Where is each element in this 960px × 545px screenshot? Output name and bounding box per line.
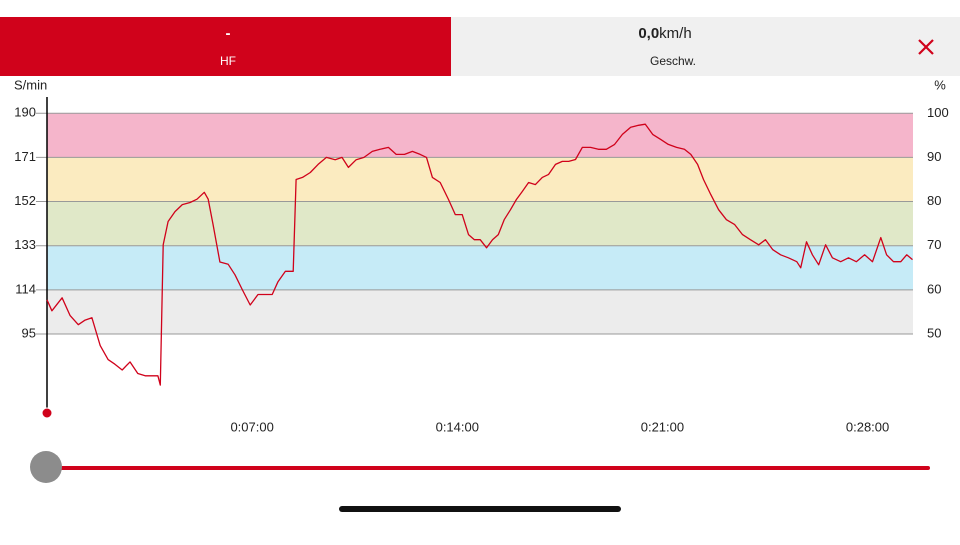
x-tick-label: 0:21:00 (641, 419, 684, 434)
y-axis-label: S/min (14, 77, 47, 92)
hr-line (46, 123, 913, 386)
speed-unit: km/h (659, 25, 692, 42)
speed-tab[interactable] (451, 17, 960, 76)
zone (47, 157, 913, 202)
y2-tick-label: 70 (927, 237, 941, 252)
y2-tick-label: 100 (927, 105, 949, 120)
y-tick-label: 114 (15, 281, 36, 296)
y-tick-label: 190 (14, 105, 36, 120)
speed-label: Geschw. (650, 54, 696, 68)
close-button[interactable] (918, 39, 934, 55)
x-tick-label: 0:28:00 (846, 419, 889, 434)
zone (47, 201, 913, 246)
x-tick-label: 0:07:00 (230, 419, 273, 434)
y2-tick-label: 60 (927, 281, 941, 296)
y2-axis-label: % (934, 77, 946, 92)
zone (47, 289, 913, 334)
x-tick-label: 0:14:00 (436, 419, 479, 434)
y-tick-label: 133 (14, 237, 36, 252)
y2-tick-label: 80 (927, 193, 941, 208)
y2-tick-label: 90 (927, 149, 941, 164)
cursor-dot (41, 407, 53, 419)
y-tick-label: 152 (14, 193, 36, 208)
slider-knob[interactable] (30, 451, 62, 483)
y-tick-label: 95 (22, 325, 36, 340)
speed-value: 0,0 (638, 25, 659, 42)
hr-tab[interactable] (0, 17, 451, 76)
home-indicator (339, 506, 621, 512)
y2-tick-label: 50 (927, 325, 941, 340)
plot: 95 114 133 152 171 190 50 60 70 80 90 100 0:07:00 0:1… (14, 97, 949, 434)
zone (47, 113, 913, 158)
hr-value: - (226, 25, 231, 42)
y-tick-label: 171 (14, 149, 36, 164)
zone (47, 245, 913, 290)
hr-label: HF (220, 54, 236, 68)
